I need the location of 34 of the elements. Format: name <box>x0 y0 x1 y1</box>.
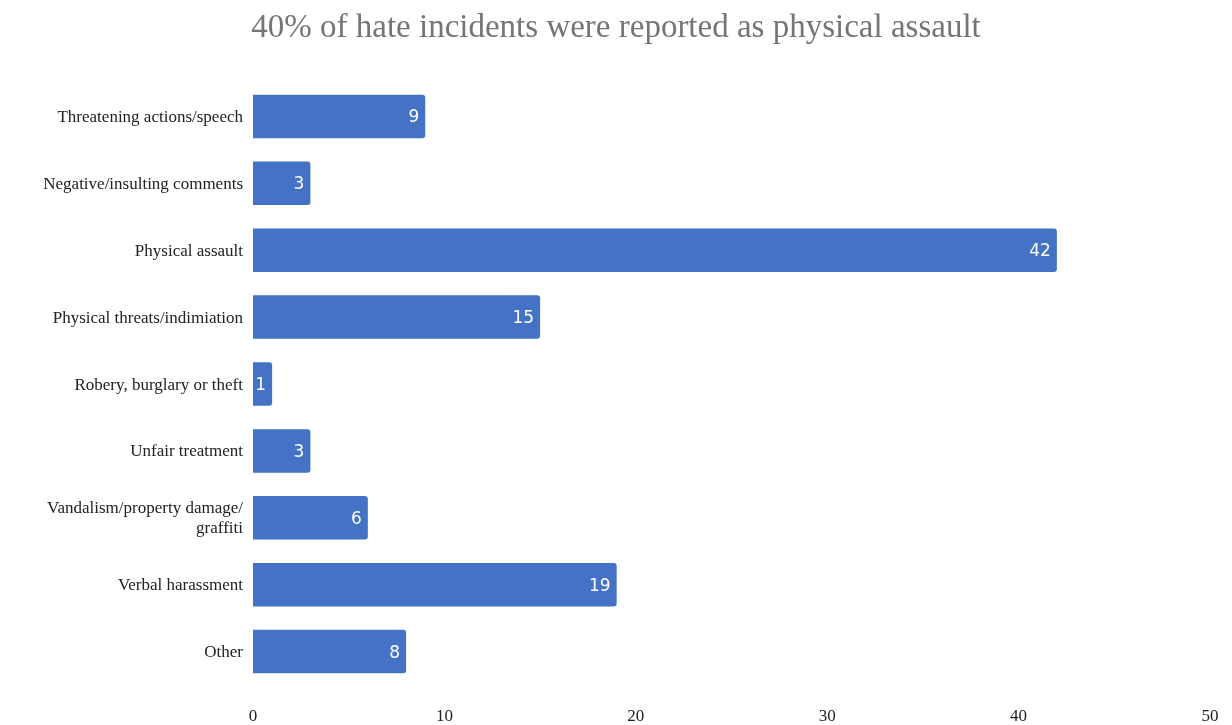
bar <box>253 161 311 206</box>
y-tick-label: Vandalism/property damage/graffiti <box>47 498 244 538</box>
y-tick-label: Physical threats/indimiation <box>52 307 244 327</box>
bar <box>253 228 1057 272</box>
x-tick-label: 30 <box>818 706 836 725</box>
data-label: 9 <box>408 106 420 127</box>
x-tick-label: 50 <box>1201 706 1219 725</box>
data-label: 3 <box>293 173 305 194</box>
x-tick-label: 0 <box>248 706 258 725</box>
bar <box>253 562 617 607</box>
y-tick-label: Physical assault <box>134 240 244 260</box>
y-tick-label: Robery, burglary or theft <box>74 374 244 394</box>
x-tick-label: 10 <box>435 706 453 725</box>
x-tick-label: 20 <box>627 706 645 725</box>
data-label: 15 <box>512 307 535 328</box>
bar <box>253 629 407 674</box>
y-tick-label: Threatening actions/speech <box>57 106 244 126</box>
y-tick-label: Negative/insulting comments <box>43 173 243 193</box>
data-label: 6 <box>351 507 362 528</box>
data-label: 8 <box>389 641 401 662</box>
bar <box>253 295 541 339</box>
x-tick-label: 40 <box>1010 706 1028 725</box>
y-tick-label: Verbal harassment <box>117 575 244 595</box>
data-label: 1 <box>255 374 267 394</box>
data-label: 19 <box>589 574 611 595</box>
bar <box>253 496 368 540</box>
y-tick-label: Unfair treatment <box>130 441 244 461</box>
y-tick-label: Other <box>204 642 244 662</box>
bar <box>253 362 273 406</box>
bar <box>253 94 426 139</box>
chart-title: 40% of hate incidents were reported as physical assault <box>251 7 981 44</box>
bar <box>253 429 311 473</box>
data-label: 3 <box>293 440 305 461</box>
data-label: 42 <box>1029 240 1051 261</box>
